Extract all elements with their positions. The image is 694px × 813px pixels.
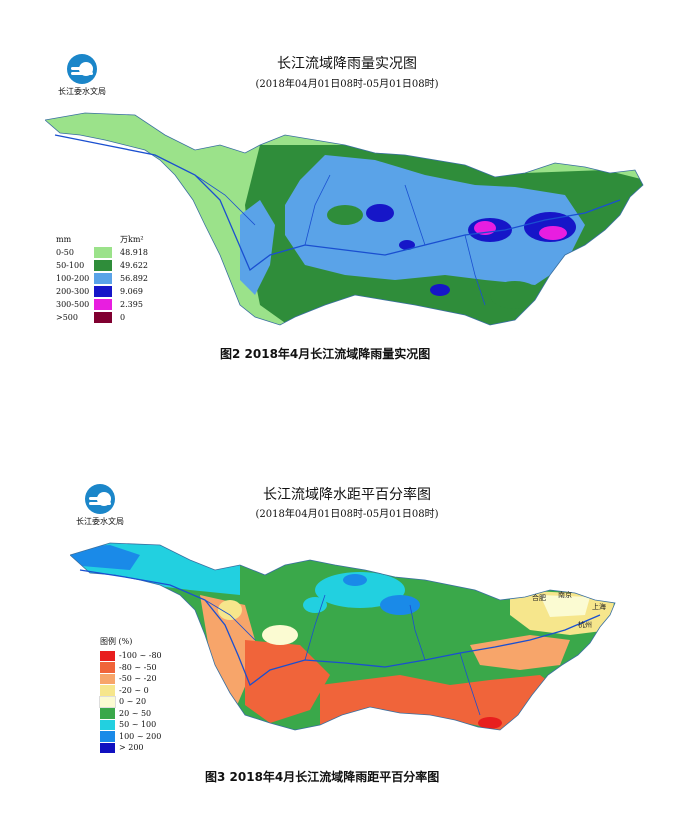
legend-row: 300-500 2.395 <box>56 298 160 311</box>
legend-row: -20 ~ 0 <box>100 685 162 697</box>
legend-swatch <box>100 719 115 730</box>
legend-area: 56.892 <box>120 274 148 283</box>
legend-range: 50 ~ 100 <box>119 720 157 730</box>
legend-range: -100 ~ -80 <box>119 651 162 661</box>
map-subtitle: (2018年04月01日08时-05月01日08时) <box>255 79 439 90</box>
legend-row: 0-50 48.918 <box>56 246 160 259</box>
legend-range: >500 <box>56 313 78 322</box>
legend-area: 48.918 <box>120 248 148 257</box>
legend-row: 100 ~ 200 <box>100 731 162 743</box>
legend-swatch <box>100 662 115 673</box>
legend-swatch <box>94 286 112 297</box>
legend-range: -20 ~ 0 <box>119 685 149 695</box>
legend-swatch <box>100 742 115 753</box>
map-title: 长江流域降水距平百分率图 <box>263 487 431 503</box>
rainfall-legend: mm 万km² 0-50 48.918 50-100 49.622 100-20… <box>56 233 160 324</box>
legend-header: mm 万km² <box>56 233 160 246</box>
legend-unit-area: 万km² <box>120 235 144 244</box>
figure-caption: 图3 2018年4月长江流域降雨距平百分率图 <box>205 770 440 784</box>
legend-row: 200-300 9.069 <box>56 285 160 298</box>
legend-row: 50 ~ 100 <box>100 719 162 731</box>
legend-range: 300-500 <box>56 300 90 309</box>
legend-swatch <box>94 260 112 271</box>
legend-area: 49.622 <box>120 261 148 270</box>
legend-row: -80 ~ -50 <box>100 662 162 674</box>
legend-range: -80 ~ -50 <box>119 662 157 672</box>
legend-swatch <box>94 312 112 323</box>
place-label-nanjing: 南京 <box>558 590 572 599</box>
legend-row: 50-100 49.622 <box>56 259 160 272</box>
water-bureau-logo-icon <box>67 54 97 84</box>
legend-unit-mm: mm <box>56 235 72 244</box>
logo-org-name: 长江委水文局 <box>58 87 106 96</box>
legend-range: 0 ~ 20 <box>119 697 147 707</box>
legend-row: -100 ~ -80 <box>100 650 162 662</box>
legend-swatch <box>100 673 115 684</box>
legend-row: >500 0 <box>56 311 160 324</box>
legend-area: 0 <box>120 313 126 322</box>
legend-swatch <box>100 650 115 661</box>
legend-range: 100-200 <box>56 274 90 283</box>
anomaly-legend: 图例 (%) -100 ~ -80 -80 ~ -50 -50 ~ -20 -2… <box>99 636 162 754</box>
legend-row: -50 ~ -20 <box>100 673 162 685</box>
legend-range: 200-300 <box>56 287 90 296</box>
legend-range: 20 ~ 50 <box>119 708 152 718</box>
precipitation-anomaly-map: 合肥 南京 上海 杭州 <box>70 542 616 731</box>
legend-swatch <box>100 731 115 742</box>
legend-range: 100 ~ 200 <box>119 731 162 741</box>
legend-swatch <box>94 273 112 284</box>
figure-caption: 图2 2018年4月长江流域降雨量实况图 <box>220 347 431 361</box>
legend-row: 100-200 56.892 <box>56 272 160 285</box>
place-label-hefei: 合肥 <box>532 593 546 602</box>
logo-org-name: 长江委水文局 <box>76 517 124 526</box>
legend-row: 0 ~ 20 <box>99 695 162 708</box>
legend-range: 0-50 <box>56 248 74 257</box>
org-logo: 长江委水文局 <box>70 484 130 527</box>
legend-range: -50 ~ -20 <box>119 674 157 684</box>
org-logo: 长江委水文局 <box>52 54 112 97</box>
legend-range: > 200 <box>119 743 144 753</box>
legend-swatch <box>100 708 115 719</box>
legend-swatch <box>100 685 115 696</box>
legend-swatch <box>94 247 112 258</box>
place-label-hangzhou: 杭州 <box>578 620 592 629</box>
map-subtitle: (2018年04月01日08时-05月01日08时) <box>255 509 439 520</box>
legend-area: 9.069 <box>120 287 143 296</box>
legend-row: > 200 <box>100 742 162 754</box>
legend-area: 2.395 <box>120 300 143 309</box>
legend-swatch <box>99 695 116 708</box>
legend-row: 20 ~ 50 <box>100 708 162 720</box>
legend-swatch <box>94 299 112 310</box>
legend-header: 图例 (%) <box>100 637 133 646</box>
map-title: 长江流域降雨量实况图 <box>277 56 417 72</box>
water-bureau-logo-icon <box>85 484 115 514</box>
legend-range: 50-100 <box>56 261 85 270</box>
rainfall-map <box>45 112 644 326</box>
place-label-shanghai: 上海 <box>592 602 606 611</box>
